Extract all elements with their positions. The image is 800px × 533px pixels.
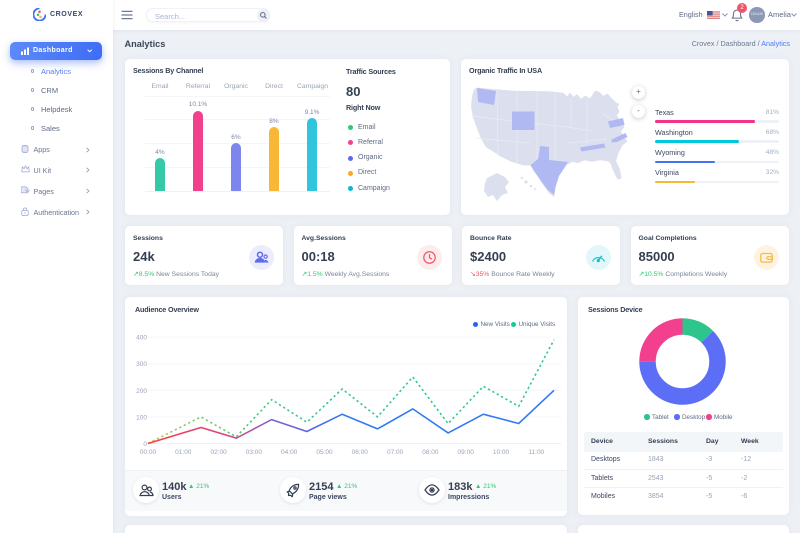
svg-text:400: 400: [136, 335, 147, 342]
svg-text:09:00: 09:00: [458, 449, 475, 456]
svg-text:08:00: 08:00: [422, 449, 439, 456]
svg-text:05:00: 05:00: [316, 449, 333, 456]
svg-text:01:00: 01:00: [175, 449, 192, 456]
svg-text:04:00: 04:00: [281, 449, 298, 456]
svg-text:03:00: 03:00: [246, 449, 263, 456]
svg-text:07:00: 07:00: [387, 449, 404, 456]
svg-text:0: 0: [143, 441, 147, 448]
svg-text:10:00: 10:00: [493, 449, 510, 456]
svg-text:200: 200: [136, 388, 147, 395]
svg-text:11:00: 11:00: [528, 449, 544, 456]
svg-text:300: 300: [136, 361, 147, 368]
svg-text:02:00: 02:00: [210, 449, 227, 456]
svg-text:00:00: 00:00: [140, 449, 157, 456]
svg-text:100: 100: [136, 414, 147, 421]
svg-text:06:00: 06:00: [352, 449, 369, 456]
